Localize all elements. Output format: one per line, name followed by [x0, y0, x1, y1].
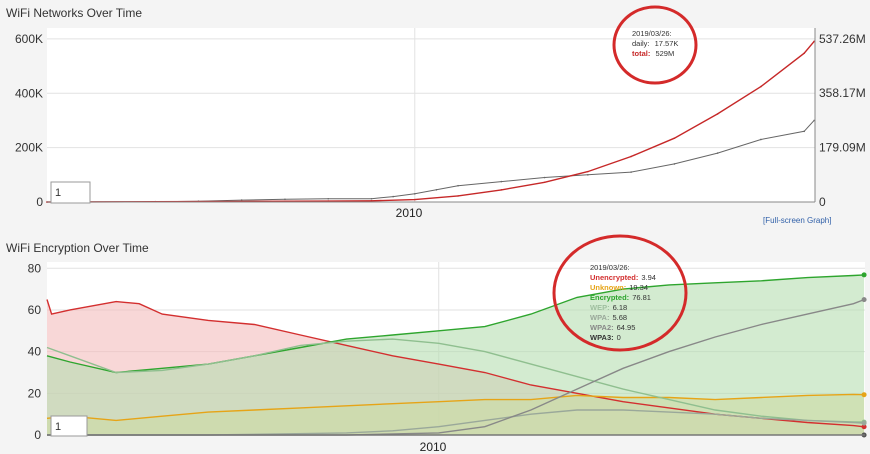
networks-point-daily	[284, 198, 286, 201]
highlight-circle	[612, 5, 698, 85]
encryption-endpoint-Unencrypted	[861, 424, 867, 430]
encryption-endpoint-Encrypted	[861, 272, 867, 278]
encryption-y-tick: 80	[28, 261, 42, 275]
networks-point-total	[587, 170, 589, 173]
networks-y-tick-left: 400K	[15, 86, 43, 100]
encryption-tooltip-item: Encrypted: 76.81	[590, 293, 651, 302]
encryption-endpoint-Unknown	[861, 392, 867, 398]
highlight-circle	[552, 234, 688, 352]
networks-point-daily	[587, 174, 589, 176]
encryption-tooltip-item: WPA: 5.68	[590, 313, 627, 322]
encryption-y-axis: 0 20 40 60 80	[28, 261, 42, 442]
encryption-chart-title: WiFi Encryption Over Time	[6, 241, 149, 255]
networks-point-daily	[392, 195, 394, 198]
networks-point-total	[370, 199, 373, 202]
encryption-tooltip-item: Unencrypted: 3.94	[590, 273, 656, 282]
networks-zoom-value: 1	[55, 187, 61, 199]
encryption-zoom-box[interactable]: 1	[50, 415, 88, 437]
networks-point-daily	[457, 184, 459, 187]
encryption-tooltip-item: Unknown: 19.34	[590, 283, 648, 292]
networks-y-tick-right: 358.17M	[819, 86, 866, 100]
networks-point-daily	[803, 130, 805, 133]
encryption-line-WEP	[46, 338, 865, 423]
networks-tooltip-total-value: 529M	[655, 49, 674, 58]
encryption-tooltip-date: 2019/03/26:	[590, 263, 630, 272]
svg-text:total: 529M: total: 529M	[632, 49, 674, 58]
networks-tooltip: 2019/03/26: daily: 17.57K total: 529M	[612, 5, 698, 85]
networks-point-daily	[500, 180, 503, 183]
networks-point-total	[327, 200, 330, 202]
encryption-y-tick: 20	[28, 386, 42, 400]
networks-series-total	[46, 40, 815, 203]
networks-y-axis-right: 0 179.09M 358.17M 537.26M	[819, 32, 866, 209]
networks-x-tick-2010: 2010	[396, 206, 423, 220]
networks-point-daily	[413, 193, 416, 195]
networks-point-total	[716, 113, 719, 115]
networks-tooltip-daily-label: daily:	[632, 39, 650, 48]
networks-y-tick-left: 200K	[15, 141, 43, 155]
encryption-chart: WiFi Encryption Over Time 0 20 40 60 80 2010…	[6, 234, 867, 454]
encryption-y-tick: 40	[28, 345, 42, 359]
networks-point-daily	[543, 176, 546, 179]
encryption-line-WPA	[47, 409, 865, 436]
networks-point-daily	[716, 152, 719, 154]
networks-point-daily	[630, 171, 632, 173]
networks-y-tick-right: 0	[819, 195, 826, 209]
encryption-endpoint-WPA	[861, 420, 867, 426]
networks-point-total	[413, 198, 416, 201]
encryption-endpoint-WPA2	[861, 297, 867, 303]
networks-point-total	[543, 181, 546, 184]
networks-point-total	[500, 189, 503, 191]
encryption-line-Unknown	[46, 393, 865, 422]
networks-point-total	[630, 155, 632, 158]
networks-point-total	[457, 195, 459, 197]
encryption-tooltip-item: WPA3: 0	[590, 333, 621, 342]
encryption-line-WPA2	[47, 298, 865, 436]
encryption-y-tick: 60	[28, 303, 42, 317]
encryption-y-tick: 0	[34, 428, 41, 442]
networks-y-tick-left: 0	[36, 195, 43, 209]
encryption-series	[46, 272, 867, 438]
networks-point-total	[803, 52, 805, 55]
encryption-line-Encrypted	[46, 274, 865, 374]
networks-point-total	[760, 85, 762, 88]
networks-point-daily	[327, 197, 330, 200]
networks-point-daily	[673, 163, 676, 165]
networks-tooltip-date: 2019/03/26:	[632, 29, 672, 38]
networks-point-daily	[240, 199, 243, 201]
networks-y-tick-left: 600K	[15, 32, 43, 46]
networks-plot-area	[47, 28, 815, 202]
encryption-zoom-value: 1	[55, 421, 61, 433]
svg-text:daily: 17.57K: daily: 17.57K	[632, 39, 678, 48]
networks-series	[46, 40, 815, 203]
networks-tooltip-daily-value: 17.57K	[655, 39, 679, 48]
networks-point-daily	[370, 197, 373, 200]
networks-y-tick-right: 179.09M	[819, 141, 866, 155]
encryption-area-Encrypted	[47, 274, 865, 435]
networks-y-axis-left: 0 200K 400K 600K	[15, 32, 43, 209]
full-screen-graph-link[interactable]: [Full-screen Graph]	[763, 216, 831, 225]
networks-chart-title: WiFi Networks Over Time	[6, 6, 142, 20]
networks-point-total	[673, 137, 676, 140]
networks-zoom-box[interactable]: 1	[50, 181, 91, 204]
networks-point-daily	[435, 188, 438, 191]
encryption-tooltip-item: WPA2: 64.95	[590, 323, 635, 332]
networks-series-daily	[46, 120, 815, 203]
networks-tooltip-total-label: total:	[632, 49, 650, 58]
networks-y-tick-right: 537.26M	[819, 32, 866, 46]
encryption-tooltip-item: WEP: 6.18	[590, 303, 627, 312]
networks-point-daily	[760, 138, 762, 141]
encryption-x-tick-2010: 2010	[420, 440, 447, 454]
